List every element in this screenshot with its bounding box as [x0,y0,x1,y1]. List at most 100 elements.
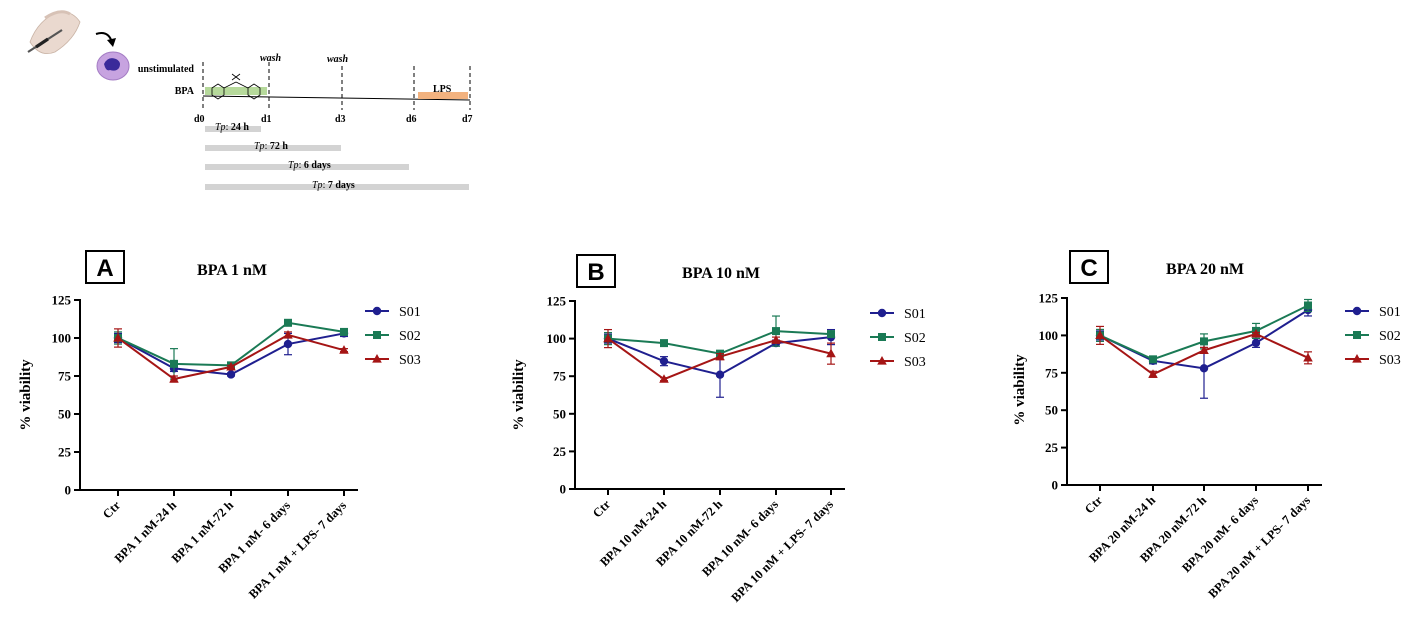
data-point [113,333,123,342]
data-point [1200,337,1208,346]
legend-item: S02 [1345,329,1401,344]
data-point [660,339,668,348]
legend-marker [877,356,887,365]
x-tick-label: BPA 20 nM + LPS- 7 days [1206,493,1314,601]
legend-label: S02 [904,331,926,346]
experiment-schema: unstimulated BPA wash wash LPS d0 d1 d3 … [27,10,473,191]
panel-label-box [1069,250,1109,284]
legend-label: S01 [904,307,926,322]
legend-marker [878,333,886,341]
series-s03 [603,328,836,383]
y-tick-label: 100 [52,331,72,346]
data-point [1199,345,1209,354]
y-tick-label: 0 [560,482,567,497]
legend-label: S02 [1379,329,1401,344]
series-s03 [1095,325,1313,378]
series-s01 [603,328,836,398]
y-tick-label: 50 [1045,403,1058,418]
legend-label: S03 [1379,353,1401,368]
y-tick-label: 50 [58,407,71,422]
data-point [340,327,348,336]
y-tick-label: 100 [1039,328,1059,343]
panel-label-box [576,254,616,288]
y-tick-label: 50 [553,406,566,421]
y-axis-label: % viability [511,359,527,431]
bpa-exposure-bar [205,87,267,95]
data-point [1149,355,1157,364]
tp-label: Tp: 24 h [215,122,249,133]
legend-label: S03 [904,355,926,370]
data-point [1199,364,1209,373]
legend-marker [372,306,382,316]
day-label: d0 [194,114,205,125]
chart-panels: A BPA 1 nM % viability 0 25 50 75 100 125 Ctr BPA … [18,250,1401,605]
bpa-molecule-icon [211,73,261,100]
data-point [169,374,179,383]
y-tick-label: 125 [52,293,72,308]
day-label: d3 [335,114,346,125]
y-tick-label: 75 [58,369,72,384]
chart-panel-b: B BPA 10 nM % viability 0 25 50 75 100 125 Ctr BPA… [511,254,926,605]
data-point [826,348,836,358]
unstimulated-label: unstimulated [138,64,195,75]
y-axis-label: % viability [18,359,34,431]
chart-title: BPA 20 nM [1166,261,1244,278]
day-label: d7 [462,114,473,125]
data-point [772,327,780,336]
legend-item: S03 [1345,353,1401,368]
data-point [1251,328,1261,338]
legend-label: S01 [399,305,421,320]
legend-label: S02 [399,329,421,344]
panel-label: B [587,259,604,286]
tp-label: Tp: 7 days [312,180,355,191]
data-point [1251,338,1261,348]
tp-bars: Tp: 24 h Tp: 72 h Tp: 6 days Tp: 7 days [205,122,469,191]
panel-label: C [1080,255,1097,282]
tp-bar-24h [205,126,261,132]
data-point [170,359,178,368]
monocyte-cell-icon [96,51,130,81]
panel-label: A [96,255,113,282]
data-point [715,351,725,361]
tp-label: Tp: 72 h [254,141,288,152]
legend-item: S03 [870,355,926,370]
data-point [659,356,669,366]
legend-item: S01 [1345,305,1401,320]
y-tick-label: 0 [65,483,72,498]
y-tick-label: 125 [547,294,567,309]
legend-item: S01 [870,307,926,322]
chart-panel-c: C BPA 20 nM % viability 0 25 50 75 100 125 Ctr BPA… [1012,250,1401,601]
data-point [226,361,236,371]
legend-marker [372,354,382,363]
legend-marker [877,308,887,318]
legend-item: S03 [365,353,421,368]
data-point [339,345,349,354]
lps-label: LPS [433,84,452,95]
chart-title: BPA 1 nM [197,262,267,279]
day-label: d1 [261,114,272,125]
y-tick-label: 25 [1045,440,1059,455]
series-s01 [113,329,349,379]
legend-label: S01 [1379,305,1401,320]
legend-marker [373,331,381,339]
data-point [283,329,293,339]
y-tick-label: 75 [553,369,567,384]
syringe-hand-illustration [27,10,81,55]
data-point [827,330,835,339]
arrow-curved-icon [95,32,116,47]
x-tick-label: Ctr [590,497,613,520]
legend-item: S02 [870,331,926,346]
tp-label: Tp: 6 days [288,160,331,171]
data-point [284,318,292,327]
data-point [226,370,236,379]
tp-bar-72h [205,145,341,151]
x-tick-label: BPA 1 nM + LPS- 7 days [246,498,349,601]
y-tick-label: 25 [58,445,72,460]
data-point [715,370,725,379]
series-line [117,321,345,367]
data-point [603,333,613,343]
data-point [1148,369,1158,378]
y-tick-label: 25 [553,444,567,459]
wash-label-1: wash [260,53,282,64]
y-tick-label: 0 [1052,478,1059,493]
